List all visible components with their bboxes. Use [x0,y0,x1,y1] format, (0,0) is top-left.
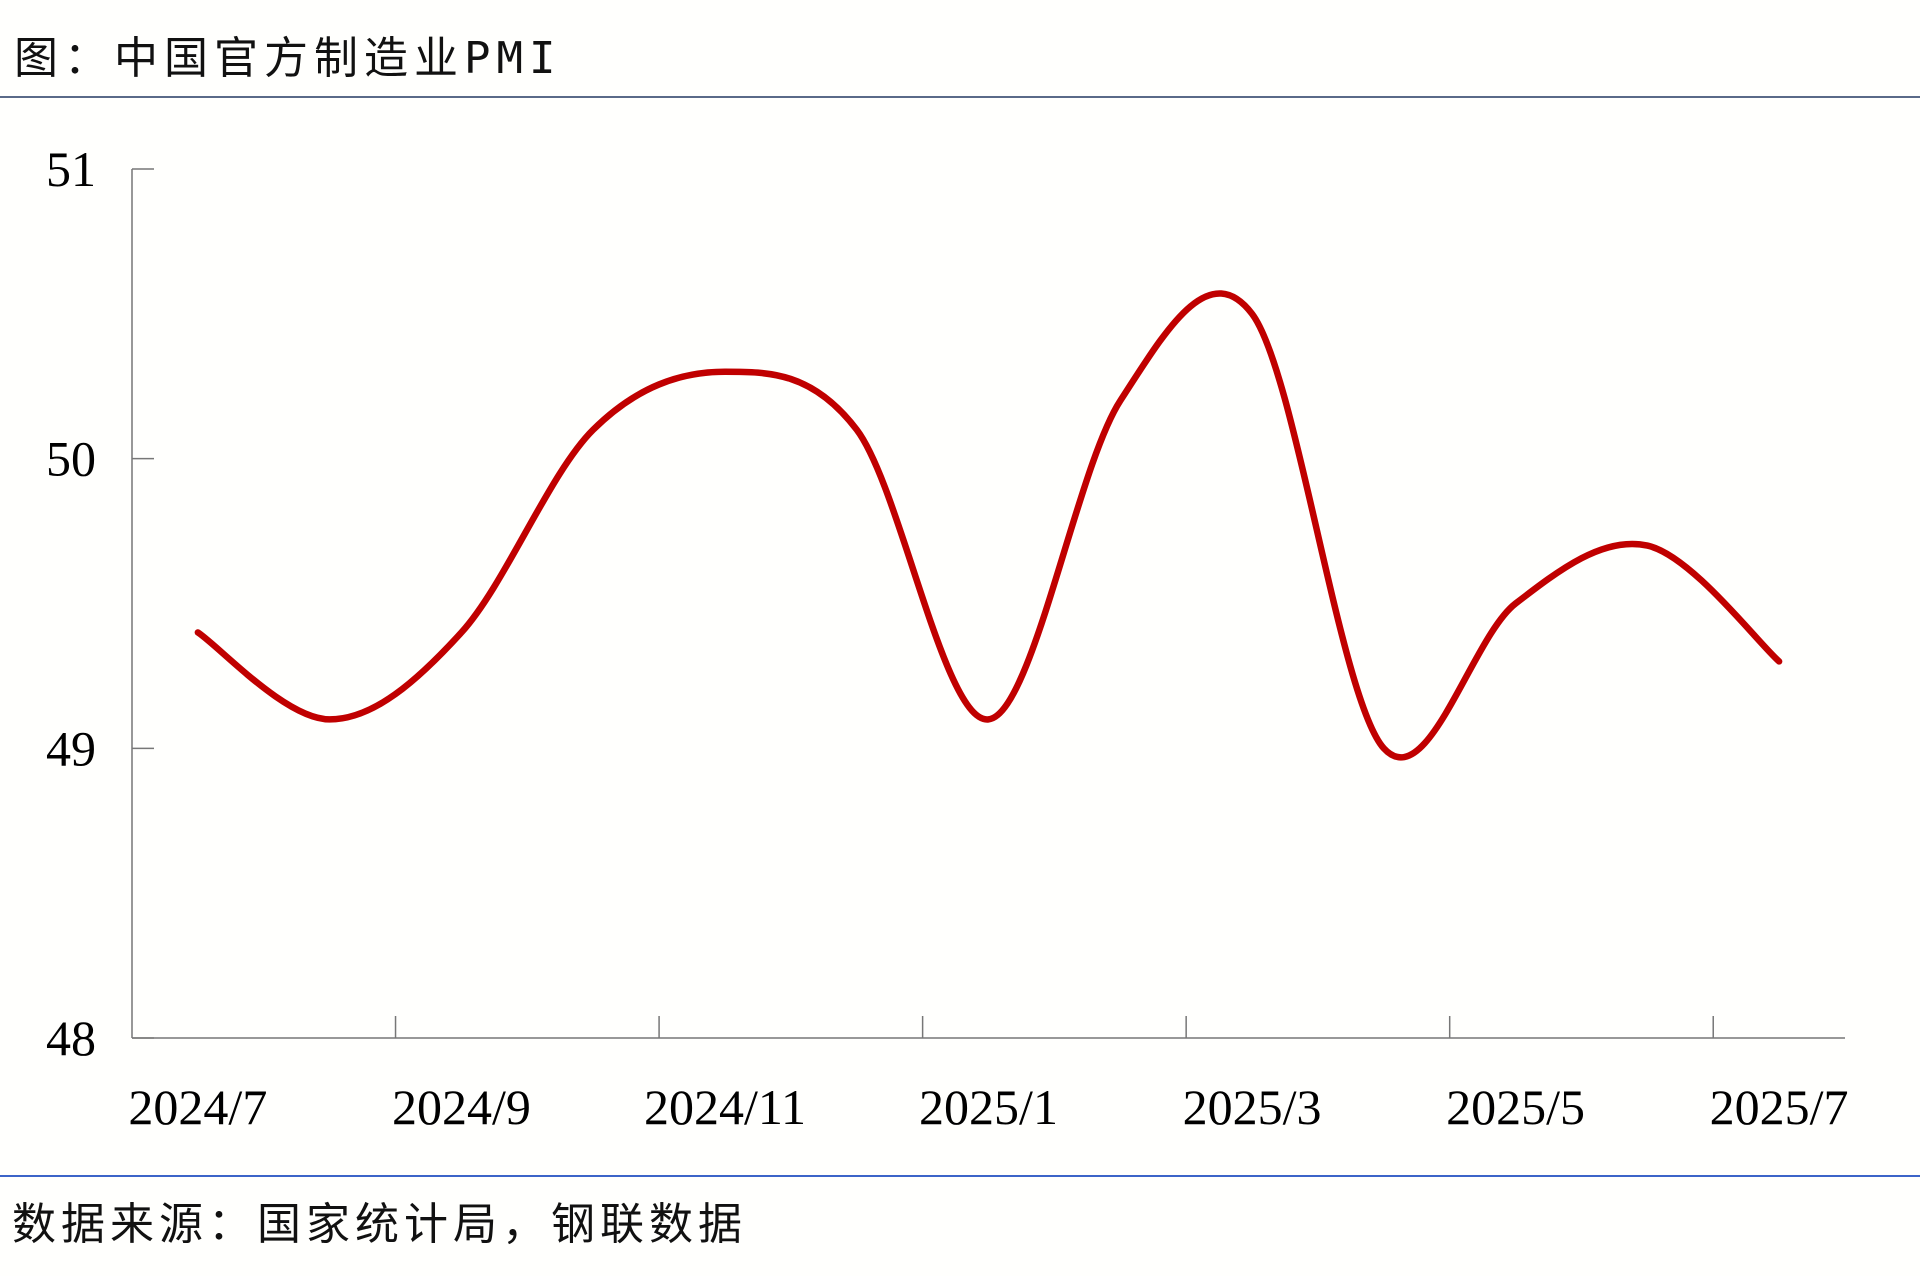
source-divider [0,1175,1920,1177]
source-note: 数据来源：国家统计局，钢联数据 [12,1199,747,1250]
x-tick-label: 2024/11 [644,1079,806,1135]
y-tick-label: 49 [46,720,96,776]
chart-title: 图：中国官方制造业PMI [14,33,562,84]
x-tick-label: 2025/3 [1183,1079,1322,1135]
x-tick-label: 2025/1 [919,1079,1058,1135]
x-tick-label: 2024/7 [128,1079,267,1135]
x-tick-label: 2025/5 [1446,1079,1585,1135]
pmi-series-line [194,290,1783,761]
y-tick-label: 50 [46,431,96,487]
pmi-line-chart: 48 49 50 51 2024/7 2024/9 2024/11 2025/1 2025/3… [46,141,1849,1135]
y-tick-label: 51 [46,141,96,197]
title-divider [0,96,1920,98]
x-tick-label: 2024/9 [392,1079,531,1135]
y-tick-label: 48 [46,1010,96,1066]
x-tick-label: 2025/7 [1710,1079,1849,1135]
